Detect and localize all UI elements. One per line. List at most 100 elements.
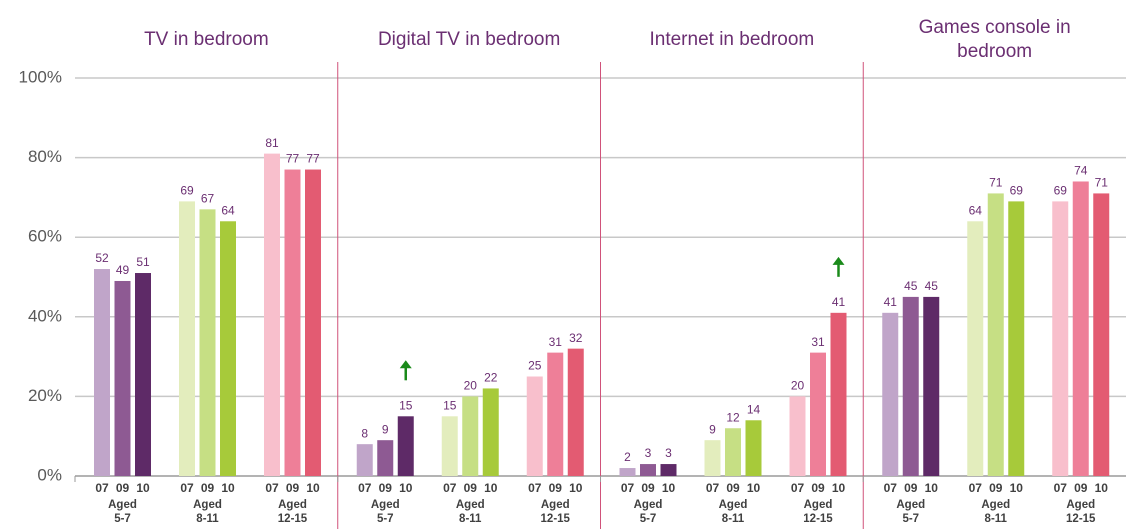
year-label: 09 (726, 481, 740, 495)
y-tick-label: 80% (28, 147, 62, 166)
data-label: 22 (484, 371, 498, 385)
bar (179, 201, 195, 476)
increase-arrow-head (399, 360, 412, 369)
age-group-label: 8-11 (196, 513, 219, 525)
data-label: 32 (569, 331, 583, 345)
data-label: 20 (791, 379, 805, 393)
age-group-label: Aged (456, 499, 485, 511)
bar (1093, 193, 1110, 477)
bar (462, 396, 479, 476)
year-label: 10 (747, 481, 761, 495)
age-group-label: Aged (278, 499, 307, 511)
bar (220, 221, 236, 476)
data-label: 3 (645, 446, 652, 460)
bar (135, 273, 151, 476)
year-label: 10 (136, 481, 150, 495)
year-label: 07 (180, 481, 194, 495)
data-label: 8 (361, 426, 368, 440)
y-tick-label: 60% (28, 227, 62, 246)
data-label: 77 (306, 152, 320, 166)
age-group-label: 12-15 (1066, 513, 1096, 525)
data-label: 20 (464, 379, 478, 393)
year-label: 10 (569, 481, 583, 495)
data-label: 64 (221, 203, 235, 217)
data-label: 49 (116, 263, 130, 277)
year-label: 10 (399, 481, 413, 495)
data-label: 3 (665, 446, 672, 460)
age-group-label: Aged (719, 499, 748, 511)
age-group-label: 5-7 (114, 513, 131, 525)
bar (114, 280, 131, 476)
data-label: 2 (624, 450, 631, 464)
bar (745, 420, 762, 476)
y-tick-label: 100% (19, 67, 62, 86)
age-group-label: Aged (108, 499, 137, 511)
bar (547, 352, 564, 476)
bar (660, 464, 677, 476)
year-label: 07 (969, 481, 983, 495)
age-group-label: 8-11 (459, 513, 482, 525)
bar (967, 221, 984, 476)
bar (526, 376, 543, 476)
data-label: 77 (286, 152, 300, 166)
bar (264, 153, 280, 476)
year-label: 09 (116, 481, 130, 495)
bar (567, 348, 584, 476)
year-label: 09 (549, 481, 563, 495)
bar (377, 440, 394, 476)
panel-title: Internet in bedroom (649, 29, 814, 50)
panel-title: TV in bedroom (144, 29, 269, 50)
bar (284, 169, 301, 477)
increase-arrow-head (832, 256, 845, 265)
data-label: 9 (382, 422, 389, 436)
year-label: 09 (904, 481, 918, 495)
year-label: 09 (464, 481, 478, 495)
age-group-label: 12-15 (278, 513, 308, 525)
data-label: 64 (969, 203, 983, 217)
year-label: 10 (1095, 481, 1109, 495)
bar (94, 269, 110, 476)
bar (640, 464, 656, 476)
age-group-label: 5-7 (902, 513, 919, 525)
bar (1008, 201, 1025, 476)
year-label: 07 (443, 481, 457, 495)
y-tick-label: 0% (37, 465, 62, 484)
data-label: 74 (1074, 164, 1088, 178)
data-label: 31 (549, 335, 563, 349)
data-label: 15 (399, 398, 413, 412)
bar (810, 352, 826, 476)
year-label: 07 (1054, 481, 1068, 495)
data-label: 14 (747, 402, 761, 416)
age-group-label: 12-15 (541, 513, 571, 525)
age-group-label: 8-11 (985, 513, 1008, 525)
year-label: 07 (791, 481, 805, 495)
age-group-label: 8-11 (722, 513, 745, 525)
bar (987, 193, 1004, 477)
bar (725, 428, 741, 476)
bar (397, 416, 414, 476)
bar (923, 296, 940, 476)
age-group-label: Aged (541, 499, 570, 511)
data-label: 31 (811, 335, 825, 349)
bar (902, 296, 919, 476)
age-group-label: 5-7 (640, 513, 657, 525)
data-label: 41 (884, 295, 898, 309)
bar (482, 388, 499, 476)
bar (619, 468, 636, 476)
bar (199, 209, 216, 476)
bar (356, 444, 373, 476)
year-label: 09 (811, 481, 825, 495)
age-group-label: Aged (804, 499, 833, 511)
bar (882, 312, 899, 476)
year-label: 10 (484, 481, 498, 495)
age-group-label: 5-7 (377, 513, 394, 525)
age-group-label: Aged (371, 499, 400, 511)
year-label: 07 (528, 481, 542, 495)
bar (789, 396, 806, 476)
year-label: 09 (379, 481, 393, 495)
data-label: 69 (1054, 184, 1068, 198)
data-label: 69 (180, 184, 194, 198)
year-label: 10 (306, 481, 320, 495)
